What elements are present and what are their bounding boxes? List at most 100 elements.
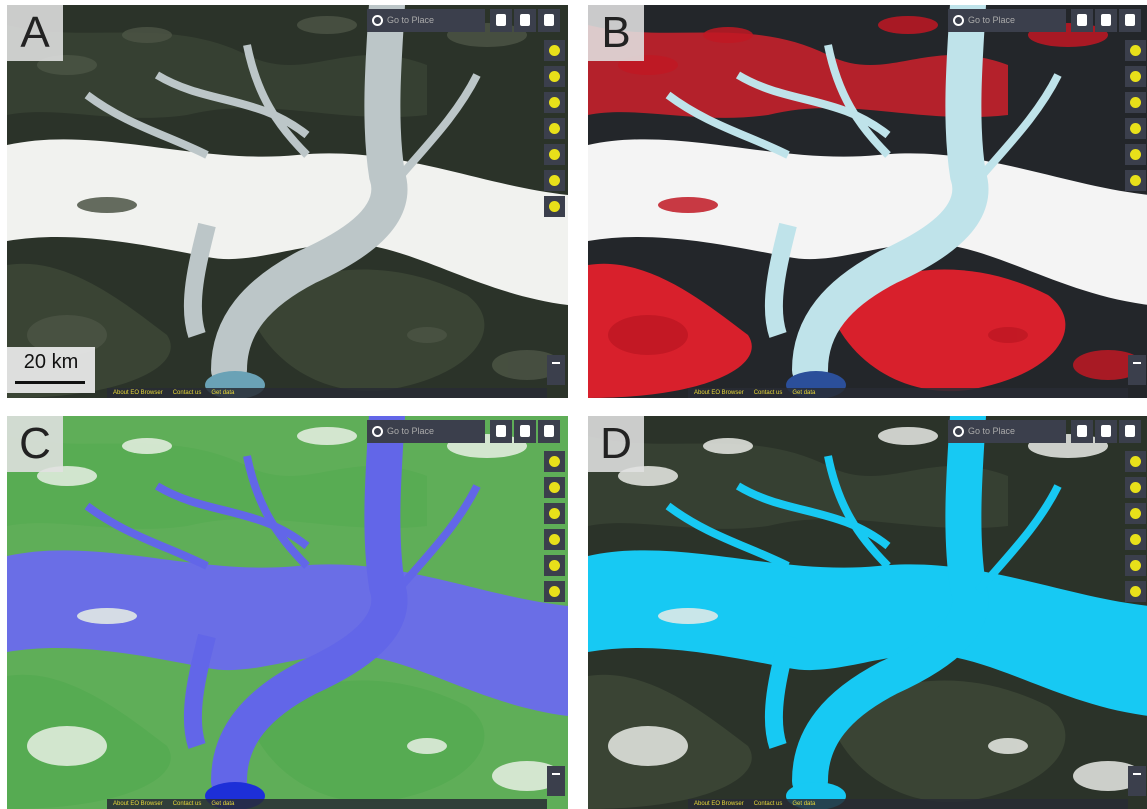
zoom-control[interactable] [547,766,565,796]
tool-button[interactable] [1125,92,1146,113]
footer-bar: About EO Browser Contact us Get data [107,799,547,809]
vegetation [7,436,427,529]
icon [1133,773,1141,775]
icon [1130,97,1141,108]
icon [520,425,530,437]
icon [552,773,560,775]
footer-link[interactable]: Get data [211,390,235,396]
icon [1130,508,1141,519]
footer-bar: About EO Browser Contact us Get data [107,388,547,398]
tool-button[interactable] [1125,477,1146,498]
icon [549,97,560,108]
tributary [84,44,481,183]
vegetation [828,680,1066,803]
tool-button[interactable] [1125,451,1146,472]
toolbar-button[interactable] [1071,420,1093,443]
footer-link[interactable]: Get data [211,801,235,807]
tool-button[interactable] [544,118,565,139]
tool-button[interactable] [544,451,565,472]
zoom-control[interactable] [1128,766,1146,796]
icon [549,149,560,160]
toolbar-button[interactable] [538,420,560,443]
satellite-image [7,416,568,809]
tool-button[interactable] [544,66,565,87]
icon [1130,175,1141,186]
zoom-control[interactable] [547,355,565,385]
footer-link[interactable]: Contact us [753,801,783,807]
satellite-image [588,5,1147,398]
snowfield [588,139,1147,305]
tool-button[interactable] [544,40,565,61]
tool-button[interactable] [544,503,565,524]
icon [1130,123,1141,134]
toolbar-button[interactable] [1119,420,1141,443]
tool-button[interactable] [1125,40,1146,61]
footer-link[interactable]: Contact us [172,390,202,396]
toolbar-button[interactable] [514,420,536,443]
search-box[interactable]: Go to Place [367,420,485,443]
icon [552,362,560,364]
toolbar-button[interactable] [1119,9,1141,32]
glacier [211,416,408,799]
vegetation [588,25,1008,118]
toolbar-button[interactable] [514,9,536,32]
tool-button[interactable] [1125,555,1146,576]
glacier [792,416,989,799]
icon [496,14,506,26]
search-box[interactable]: Go to Place [367,9,485,32]
snow-patches [27,427,562,791]
toolbar-button[interactable] [1071,9,1093,32]
icon [1133,362,1141,364]
tool-button[interactable] [544,581,565,602]
icon [549,534,560,545]
footer-link[interactable]: Contact us [172,801,202,807]
map-panel: D Go to Place About EO Browser Contact us Ge… [588,416,1147,809]
tool-button[interactable] [1125,581,1146,602]
vegetation [7,25,427,118]
tool-button[interactable] [544,555,565,576]
search-box[interactable]: Go to Place [948,420,1066,443]
tool-button[interactable] [544,170,565,191]
tool-button[interactable] [1125,118,1146,139]
icon [549,71,560,82]
footer-link[interactable]: Get data [792,801,816,807]
tributary [665,44,1062,183]
panel-label: A [7,5,63,61]
toolbar-button[interactable] [1095,420,1117,443]
tool-button[interactable] [544,144,565,165]
tool-button[interactable] [1125,144,1146,165]
glacier [792,5,989,388]
search-box[interactable]: Go to Place [948,9,1066,32]
tool-button[interactable] [1125,66,1146,87]
tool-button[interactable] [544,196,565,217]
tool-button[interactable] [544,92,565,113]
icon [520,14,530,26]
tool-button[interactable] [1125,503,1146,524]
footer-link[interactable]: Contact us [753,390,783,396]
footer-link[interactable]: About EO Browser [694,801,744,807]
footer-link[interactable]: About EO Browser [694,390,744,396]
glacier [211,5,408,388]
toolbar-button[interactable] [1095,9,1117,32]
icon [549,201,560,212]
icon [1130,482,1141,493]
footer-link[interactable]: About EO Browser [113,801,163,807]
tool-button[interactable] [1125,529,1146,550]
zoom-control[interactable] [1128,355,1146,385]
icon [544,425,554,437]
vegetation [247,269,485,392]
tool-button[interactable] [1125,170,1146,191]
icon [1130,71,1141,82]
tool-button[interactable] [544,477,565,498]
footer-link[interactable]: Get data [792,390,816,396]
footer-bar: About EO Browser Contact us Get data [688,388,1128,398]
toolbar-button[interactable] [490,9,512,32]
toolbar-button[interactable] [538,9,560,32]
tool-button[interactable] [544,529,565,550]
map-panel: B Go to Place About EO Browser Contact us Ge… [588,5,1147,398]
snowfield [588,550,1147,716]
icon [1101,14,1111,26]
footer-link[interactable]: About EO Browser [113,390,163,396]
toolbar-button[interactable] [490,420,512,443]
